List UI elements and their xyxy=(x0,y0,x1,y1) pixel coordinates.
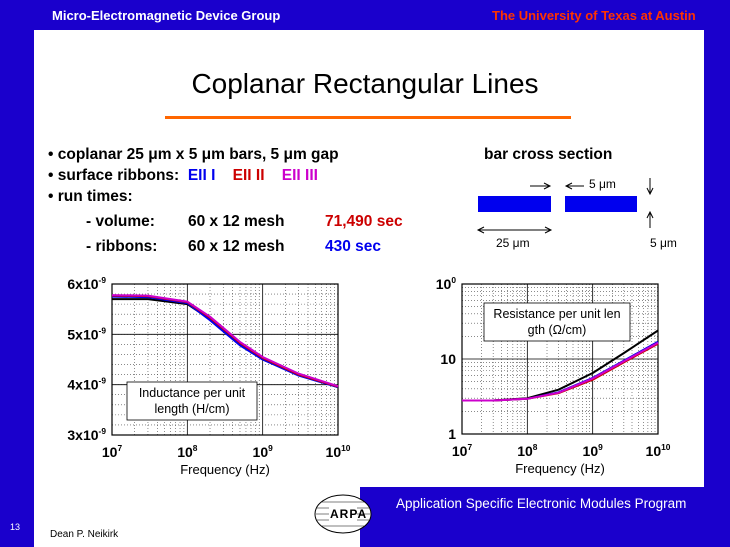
bullet-dot: • xyxy=(48,167,54,184)
title-underline xyxy=(165,116,571,119)
x-axis-label: Frequency (Hz) xyxy=(180,462,270,477)
volume-label: - volume: xyxy=(86,213,155,230)
ribbons-label: - ribbons: xyxy=(86,238,158,255)
resistance-chart: Resistance per unit len gth (Ω/cm) 1 10 100 1… xyxy=(436,275,671,476)
top-banner xyxy=(0,0,730,30)
series-line-3 xyxy=(111,294,339,388)
annotation-line-1: Inductance per unit xyxy=(139,386,246,400)
x-axis-label: Frequency (Hz) xyxy=(515,461,605,476)
slide-title: Coplanar Rectangular Lines xyxy=(191,68,539,99)
left-banner xyxy=(0,0,34,547)
bullet-dot: • xyxy=(48,146,54,163)
x-tick-label: 109 xyxy=(253,443,274,460)
author: Dean P. Neikirk xyxy=(50,529,119,540)
height-label: 5 μm xyxy=(650,236,677,250)
left-bar xyxy=(478,196,551,212)
y-tick-label: 4x10-9 xyxy=(67,376,106,393)
legend-eii-1: EII I xyxy=(187,167,216,184)
x-tick-label: 108 xyxy=(517,442,538,459)
gap-label: 5 μm xyxy=(589,177,616,191)
y-tick-label: 10 xyxy=(440,351,456,367)
right-banner xyxy=(704,0,730,547)
bullet-2-text: surface ribbons: xyxy=(57,167,180,184)
volume-time: 71,490 sec xyxy=(325,213,403,230)
plot-frame xyxy=(461,283,659,435)
x-tick-label: 1010 xyxy=(326,443,351,460)
y-tick-label: 5x10-9 xyxy=(67,325,106,342)
legend-eii-2: EII II xyxy=(232,167,265,184)
annotation-line-1: Resistance per unit len xyxy=(493,307,620,321)
x-tick-label: 107 xyxy=(452,442,473,459)
arpa-logo-text: ARPA xyxy=(330,507,368,521)
program-name: Application Specific Electronic Modules … xyxy=(396,496,687,511)
ribbons-mesh: 60 x 12 mesh xyxy=(188,238,285,255)
annotation-box xyxy=(483,302,631,342)
ribbons-time: 430 sec xyxy=(325,238,382,255)
x-tick-label: 107 xyxy=(102,443,123,460)
inductance-chart: Inductance per unit length (H/cm) 3x10-9 4x… xyxy=(67,275,351,477)
legend-eii-3: EII III xyxy=(281,167,318,184)
bullet-1: • coplanar 25 μm x 5 μm bars, 5 μm gap xyxy=(48,144,339,165)
y-tick-label: 6x10-9 xyxy=(67,275,106,292)
group-name: Micro-Electromagnetic Device Group xyxy=(52,8,281,23)
x-tick-label: 1010 xyxy=(646,442,671,459)
university-name: The University of Texas at Austin xyxy=(492,8,696,23)
annotation-line-2: length (H/cm) xyxy=(154,402,229,416)
x-tick-label: 109 xyxy=(583,442,604,459)
bullet-3-text: run times: xyxy=(57,188,133,205)
cross-section-arrows xyxy=(476,178,654,234)
bullet-3: • run times: xyxy=(48,186,133,207)
right-bar xyxy=(565,196,637,212)
bullet-2: • surface ribbons: EII I EII II EII III xyxy=(48,165,318,186)
width-label: 25 μm xyxy=(496,236,530,250)
x-tick-label: 108 xyxy=(177,443,198,460)
series-line-3 xyxy=(462,341,659,402)
y-tick-label: 3x10-9 xyxy=(67,426,106,443)
arpa-logo xyxy=(314,494,372,534)
bottom-banner xyxy=(360,487,730,547)
annotation-line-2: gth (Ω/cm) xyxy=(528,323,587,337)
y-tick-label: 1 xyxy=(448,426,456,442)
cross-section-title: bar cross section xyxy=(484,146,613,163)
plot-frame xyxy=(111,283,339,436)
bullet-dot: • xyxy=(48,188,54,205)
bullet-1-text: coplanar 25 μm x 5 μm bars, 5 μm gap xyxy=(57,146,339,163)
y-tick-label: 100 xyxy=(436,275,457,292)
volume-mesh: 60 x 12 mesh xyxy=(188,213,285,230)
annotation-box xyxy=(126,381,258,421)
page-number: 13 xyxy=(10,522,21,532)
